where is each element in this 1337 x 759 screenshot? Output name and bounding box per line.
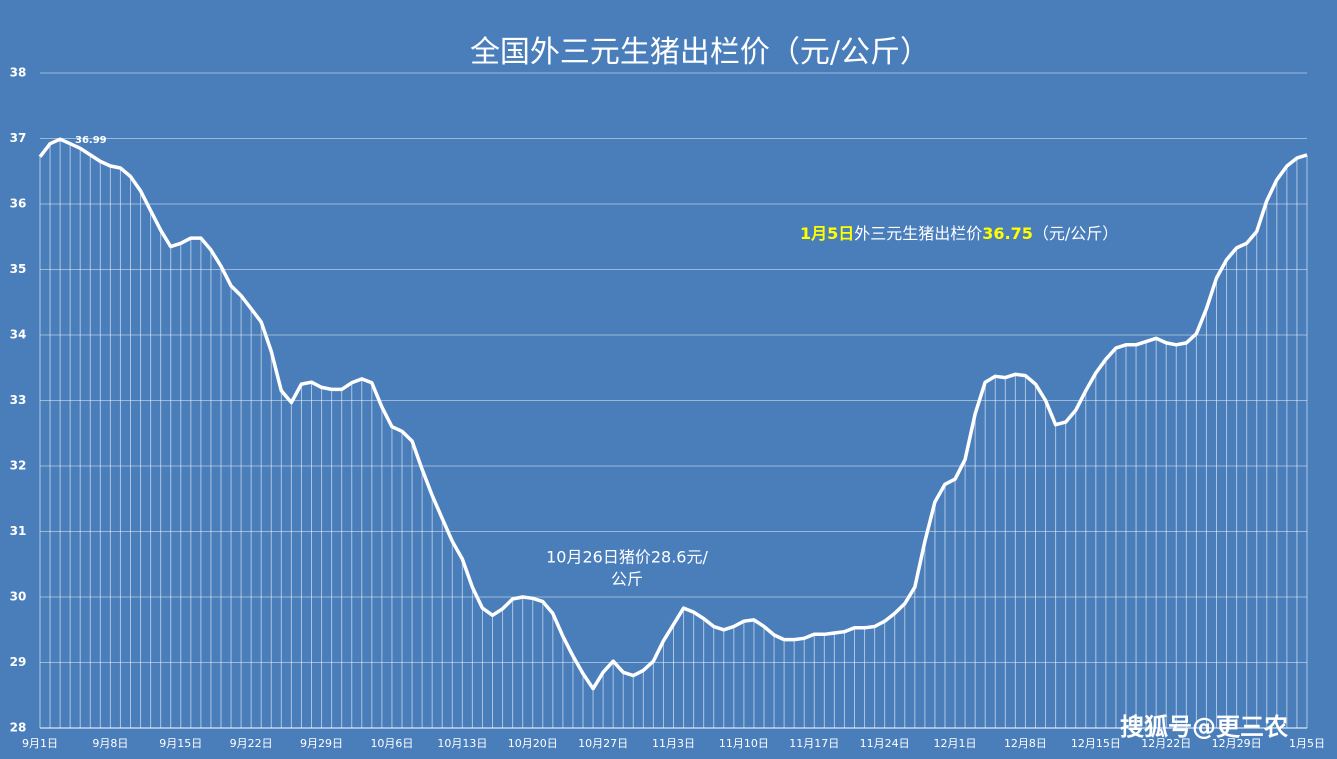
- x-tick-label: 9月8日: [92, 737, 128, 750]
- price-line: [38, 137, 1308, 691]
- y-tick-label: 35: [10, 262, 27, 276]
- x-tick-label: 10月6日: [370, 737, 413, 750]
- x-tick-label: 9月1日: [22, 737, 58, 750]
- annotation-part: 1月5日: [800, 224, 854, 243]
- x-tick-label: 12月15日: [1071, 737, 1121, 750]
- x-tick-label: 12月1日: [934, 737, 977, 750]
- low-annotation: 10月26日猪价28.6元/: [546, 548, 708, 567]
- x-tick-label: 11月3日: [652, 737, 695, 750]
- y-tick-label: 38: [10, 66, 27, 80]
- annotation-part: 36.75: [982, 224, 1033, 243]
- x-tick-label: 9月15日: [159, 737, 202, 750]
- watermark: 搜狐号@更三农: [1120, 713, 1288, 741]
- y-tick-label: 37: [10, 131, 27, 145]
- x-tick-label: 9月29日: [300, 737, 343, 750]
- x-tick-label: 12月29日: [1212, 737, 1262, 750]
- x-tick-label: 9月22日: [230, 737, 273, 750]
- x-tick-label: 10月27日: [578, 737, 628, 750]
- annotation-part: 外三元生猪出栏价: [854, 224, 982, 243]
- latest-annotation: 1月5日外三元生猪出栏价36.75（元/公斤）: [800, 224, 1118, 243]
- y-tick-label: 36: [10, 197, 27, 211]
- annotation-part: （元/公斤）: [1033, 224, 1118, 243]
- y-tick-label: 31: [10, 524, 27, 538]
- y-tick-label: 33: [10, 393, 27, 407]
- y-tick-label: 29: [10, 655, 27, 669]
- x-tick-label: 11月17日: [789, 737, 839, 750]
- chart-title: 全国外三元生猪出栏价（元/公斤）: [470, 35, 930, 70]
- x-tick-label: 11月24日: [860, 737, 910, 750]
- x-tick-label: 1月5日: [1289, 737, 1325, 750]
- y-tick-label: 30: [10, 590, 27, 604]
- y-tick-label: 28: [10, 721, 27, 735]
- x-tick-label: 12月22日: [1141, 737, 1191, 750]
- y-tick-label: 34: [10, 328, 27, 342]
- x-tick-label: 10月13日: [437, 737, 487, 750]
- x-tick-label: 10月20日: [508, 737, 558, 750]
- low-annotation: 公斤: [611, 570, 643, 589]
- x-tick-label: 11月10日: [719, 737, 769, 750]
- y-tick-label: 32: [10, 459, 27, 473]
- x-tick-label: 12月8日: [1004, 737, 1047, 750]
- peak-label: 36.99: [75, 135, 107, 146]
